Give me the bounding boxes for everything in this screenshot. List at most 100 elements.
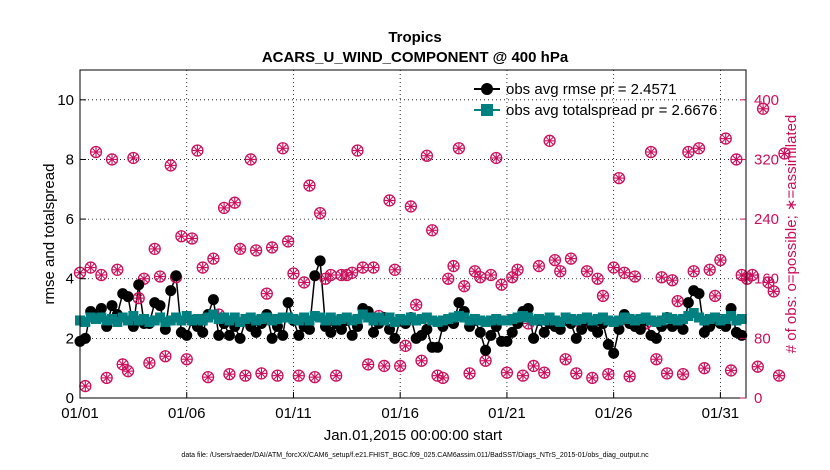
spread-point [213, 313, 224, 324]
spread-point [496, 315, 507, 326]
obs-count-point [479, 354, 492, 367]
obs-count-point [458, 280, 471, 293]
spread-point [597, 312, 608, 323]
obs-count-point [511, 263, 524, 276]
obs-count-point [233, 242, 247, 256]
obs-count-point [746, 268, 759, 282]
obs-count-point [490, 151, 503, 165]
rmse-point [133, 279, 145, 291]
spread-point [357, 309, 368, 320]
obs-count-point [602, 367, 615, 381]
obs-count-point [153, 270, 167, 283]
rmse-point [335, 323, 347, 335]
obs-count-point [404, 200, 418, 213]
x-axis-ticks: 01/01 01/06 01/11 01/16 01/21 01/26 01/31 [61, 392, 739, 422]
obs-count-point [724, 364, 738, 377]
obs-count-point [612, 171, 626, 185]
obs-count-point [260, 287, 273, 300]
obs-count-point [207, 252, 220, 265]
spread-point [192, 313, 203, 324]
obs-count-point [297, 276, 311, 289]
legend-rmse-label: obs avg rmse pr = 2.4571 [506, 81, 677, 98]
rmse-point [650, 332, 662, 344]
spread-point [646, 315, 657, 326]
y-tick-label: 4 [66, 271, 74, 288]
spread-point [704, 313, 715, 324]
rmse-point [223, 329, 235, 341]
spread-point [261, 312, 272, 323]
obs-count-point [180, 353, 193, 366]
spread-point [165, 315, 176, 326]
y-axis-label: rmse and totalspread [41, 164, 58, 305]
y-tick-label: 8 [66, 151, 74, 168]
spread-point [635, 313, 646, 324]
rmse-point [480, 344, 492, 356]
spread-point [80, 316, 91, 327]
obs-count-point [564, 252, 578, 265]
spread-point [117, 312, 128, 323]
spread-point [581, 312, 592, 323]
obs-count-point [532, 259, 546, 273]
spread-point [694, 312, 705, 323]
rmse-point [282, 297, 294, 309]
spread-point [603, 315, 614, 326]
spread-point [560, 312, 571, 323]
rmse-point [682, 297, 694, 309]
y2-tick-label: 320 [754, 151, 779, 168]
rmse-point [474, 326, 486, 338]
obs-count-point [698, 362, 711, 375]
spread-point [662, 312, 673, 323]
obs-count-point [164, 159, 177, 172]
rmse-point [266, 332, 278, 344]
obs-count-point [623, 370, 636, 383]
obs-count-point [127, 151, 140, 165]
spread-point [437, 315, 448, 326]
spread-point [352, 313, 363, 324]
obs-count-point [111, 263, 124, 276]
y2-axis-label: # of obs: o=possible; ∗=assimilated [783, 115, 800, 354]
obs-count-point [276, 142, 289, 155]
obs-count-point [543, 134, 556, 147]
spread-point [464, 315, 475, 326]
spread-point [608, 316, 619, 327]
obs-count-point [303, 179, 316, 192]
rmse-point [501, 335, 513, 347]
obs-count-point [666, 274, 679, 287]
x-axis-label: Jan.01,2015 00:00:00 start [324, 427, 503, 444]
obs-count-point [719, 132, 732, 145]
spread-point [112, 316, 123, 327]
obs-count-point [762, 276, 775, 289]
rmse-point [570, 332, 582, 344]
obs-count-point [474, 271, 487, 284]
obs-count-point [313, 206, 327, 220]
spread-point [555, 316, 566, 327]
obs-count-point [655, 271, 668, 284]
rmse-point [506, 326, 518, 338]
spread-point [101, 315, 112, 326]
spread-point [630, 315, 640, 326]
spread-point [272, 313, 283, 324]
obs-count-point [356, 261, 369, 274]
rmse-point [122, 291, 134, 303]
obs-count-point [191, 144, 204, 157]
obs-count-point [772, 369, 786, 382]
obs-count-point [201, 370, 215, 384]
spread-point [523, 312, 534, 323]
spread-point [640, 312, 651, 323]
spread-point [96, 312, 107, 323]
obs-count-point [596, 289, 610, 303]
spread-point [726, 311, 737, 321]
obs-count-point [105, 153, 119, 166]
obs-count-point [436, 371, 450, 385]
obs-count-point [751, 360, 764, 373]
x-tick-label: 01/06 [168, 405, 206, 422]
obs-count-point [79, 379, 92, 393]
spread-point [395, 313, 406, 324]
chart-title: Tropics [388, 29, 441, 46]
obs-count-point [452, 142, 466, 155]
y-tick-label: 6 [66, 211, 74, 228]
obs-count-point [778, 147, 791, 160]
obs-count-point [399, 339, 412, 352]
rmse-point [528, 332, 540, 344]
